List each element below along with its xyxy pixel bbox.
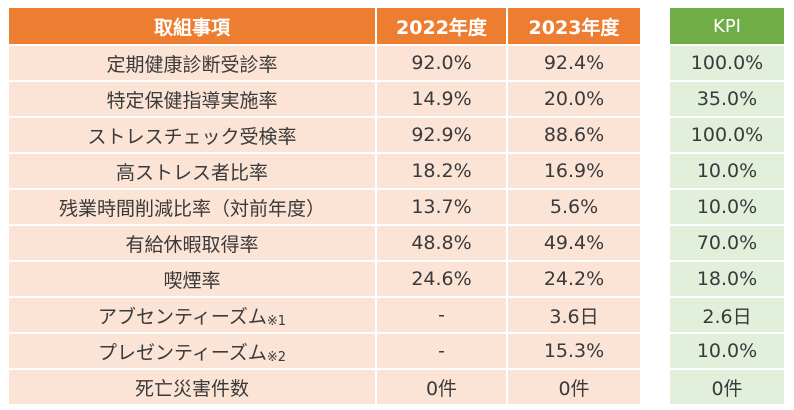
row-item-label: 有給休暇取得率 — [125, 233, 259, 256]
kpi-row: 10.0% — [668, 188, 786, 226]
row-value-y2022: 18.2% — [375, 152, 508, 190]
row-value-y2023: 88.6% — [506, 116, 642, 154]
kpi-value: 70.0% — [668, 224, 786, 262]
row-value-y2022: 92.9% — [375, 116, 508, 154]
row-value-y2022: - — [375, 332, 508, 370]
kpi-row: 100.0% — [668, 116, 786, 154]
header-2022: 2022年度 — [375, 6, 508, 46]
row-value-y2022: 13.7% — [375, 188, 508, 226]
row-item-footnote: ※2 — [266, 349, 287, 365]
kpi-value: 100.0% — [668, 116, 786, 154]
row-value-y2023: 5.6% — [506, 188, 642, 226]
kpi-row: 2.6日 — [668, 296, 786, 334]
kpi-value: 35.0% — [668, 80, 786, 118]
row-item-label: アブセンティーズム — [97, 305, 267, 328]
row-value-y2022: 14.9% — [375, 80, 508, 118]
row-item-label: ストレスチェック受検率 — [87, 125, 297, 148]
table-row: 定期健康診断受診率 92.0% 92.4% — [7, 44, 642, 82]
table-row: 高ストレス者比率 18.2% 16.9% — [7, 152, 642, 190]
results-table: 取組事項 2022年度 2023年度 定期健康診断受診率 92.0% 92.4% 特定… — [7, 6, 642, 406]
row-item-label: 高ストレス者比率 — [115, 161, 268, 184]
row-value-y2023: 15.3% — [506, 332, 642, 370]
table-row: 特定保健指導実施率 14.9% 20.0% — [7, 80, 642, 118]
row-item-cell: ストレスチェック受検率 — [7, 116, 377, 154]
header-item: 取組事項 — [7, 6, 377, 46]
row-item-cell: 定期健康診断受診率 — [7, 44, 377, 82]
table-row: 有給休暇取得率 48.8% 49.4% — [7, 224, 642, 262]
header-2023: 2023年度 — [506, 6, 642, 46]
kpi-table: KPI 100.0% 35.0% 100.0% 10.0% 10.0% 70.0% 18.0… — [668, 6, 786, 406]
row-item-cell: 喫煙率 — [7, 260, 377, 298]
row-value-y2022: - — [375, 296, 508, 334]
row-item-cell: 有給休暇取得率 — [7, 224, 377, 262]
row-value-y2023: 92.4% — [506, 44, 642, 82]
row-value-y2023: 49.4% — [506, 224, 642, 262]
kpi-value: 0件 — [668, 368, 786, 406]
table-row: プレゼンティーズム※2-15.3% — [7, 332, 642, 370]
table-row: ストレスチェック受検率 92.9% 88.6% — [7, 116, 642, 154]
row-item-footnote: ※1 — [266, 313, 287, 329]
row-value-y2023: 16.9% — [506, 152, 642, 190]
kpi-row: 10.0% — [668, 332, 786, 370]
kpi-row: 35.0% — [668, 80, 786, 118]
row-item-cell: 特定保健指導実施率 — [7, 80, 377, 118]
kpi-row: 0件 — [668, 368, 786, 406]
row-value-y2022: 48.8% — [375, 224, 508, 262]
row-item-label: 特定保健指導実施率 — [106, 89, 278, 112]
row-item-label: プレゼンティーズム — [97, 341, 267, 364]
kpi-value: 2.6日 — [668, 296, 786, 334]
row-value-y2022: 0件 — [375, 368, 508, 406]
row-value-y2023: 3.6日 — [506, 296, 642, 334]
results-header-row: 取組事項 2022年度 2023年度 — [7, 6, 642, 46]
row-item-cell: 残業時間削減比率（対前年度） — [7, 188, 377, 226]
row-item-cell: アブセンティーズム※1 — [7, 296, 377, 334]
kpi-row: 10.0% — [668, 152, 786, 190]
kpi-value: 10.0% — [668, 152, 786, 190]
kpi-value: 10.0% — [668, 188, 786, 226]
row-value-y2022: 24.6% — [375, 260, 508, 298]
kpi-value: 18.0% — [668, 260, 786, 298]
table-row: アブセンティーズム※1-3.6日 — [7, 296, 642, 334]
row-item-label: 死亡災害件数 — [134, 377, 249, 400]
kpi-row: 70.0% — [668, 224, 786, 262]
table-row: 死亡災害件数 0件 0件 — [7, 368, 642, 406]
header-kpi: KPI — [668, 6, 786, 46]
kpi-row: 100.0% — [668, 44, 786, 82]
table-row: 喫煙率 24.6% 24.2% — [7, 260, 642, 298]
row-item-label: 残業時間削減比率（対前年度） — [58, 197, 325, 220]
kpi-header-row: KPI — [668, 6, 786, 46]
row-value-y2023: 20.0% — [506, 80, 642, 118]
kpi-value: 10.0% — [668, 332, 786, 370]
row-item-cell: プレゼンティーズム※2 — [7, 332, 377, 370]
row-item-label: 喫煙率 — [163, 269, 221, 292]
kpi-row: 18.0% — [668, 260, 786, 298]
row-item-cell: 高ストレス者比率 — [7, 152, 377, 190]
row-value-y2023: 0件 — [506, 368, 642, 406]
row-value-y2022: 92.0% — [375, 44, 508, 82]
kpi-value: 100.0% — [668, 44, 786, 82]
row-item-cell: 死亡災害件数 — [7, 368, 377, 406]
row-value-y2023: 24.2% — [506, 260, 642, 298]
row-item-label: 定期健康診断受診率 — [106, 53, 278, 76]
table-row: 残業時間削減比率（対前年度） 13.7% 5.6% — [7, 188, 642, 226]
